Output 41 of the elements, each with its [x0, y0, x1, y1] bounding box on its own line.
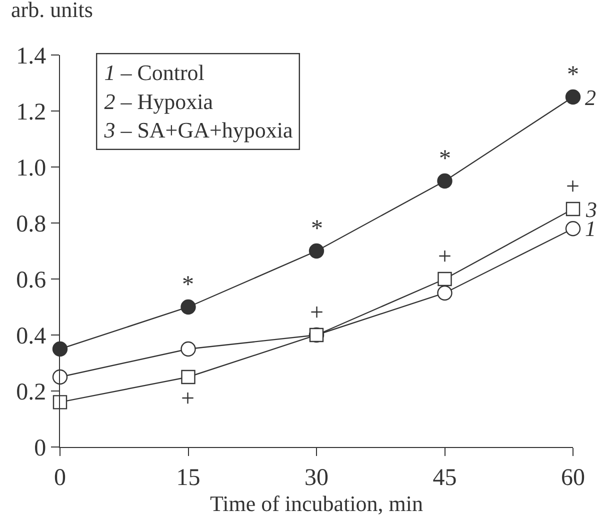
annotation: 3 – SA+GA+hypoxia: [103, 117, 294, 142]
annotation: *: [567, 62, 579, 88]
annotation: +: [181, 386, 195, 412]
y-axis-title: arb. units: [11, 0, 93, 22]
y-tick-label: 0.8: [16, 211, 46, 238]
point: [438, 272, 452, 286]
y-tick-label: 1.0: [16, 155, 46, 182]
annotation: +: [566, 174, 580, 200]
point: [52, 369, 68, 385]
annotation: 1 – Control: [104, 60, 204, 86]
annotation: *: [182, 272, 194, 298]
series-label: 2: [585, 85, 596, 110]
point: [180, 299, 196, 315]
x-tick-label: 0: [54, 464, 66, 491]
point: [565, 221, 581, 236]
x-tick-label: 15: [176, 464, 200, 491]
point: [309, 328, 324, 342]
annotation: +: [438, 244, 452, 270]
point: [566, 202, 580, 216]
point: [437, 173, 452, 189]
annotation: 2 – Hypoxia: [104, 88, 214, 114]
annotation: *: [311, 216, 323, 242]
point: [437, 285, 452, 301]
annotation: *: [439, 146, 451, 172]
point: [52, 341, 68, 357]
y-tick-label: 0.4: [16, 323, 46, 350]
x-tick-label: 60: [561, 464, 585, 491]
point: [181, 370, 196, 384]
point: [308, 243, 324, 259]
y-tick-label: 0.6: [16, 267, 46, 294]
point: [180, 341, 196, 357]
y-tick-label: 1.4: [16, 43, 46, 70]
point: [52, 395, 68, 410]
annotation: +: [310, 300, 324, 326]
y-tick-label: 0: [34, 435, 46, 462]
y-tick-label: 1.2: [16, 99, 46, 126]
y-tick-label: 0.2: [16, 379, 46, 406]
point: [565, 89, 581, 105]
x-tick-label: 30: [304, 464, 328, 491]
x-axis-title: Time of incubation, min: [210, 490, 424, 516]
x-tick-label: 45: [432, 464, 457, 491]
